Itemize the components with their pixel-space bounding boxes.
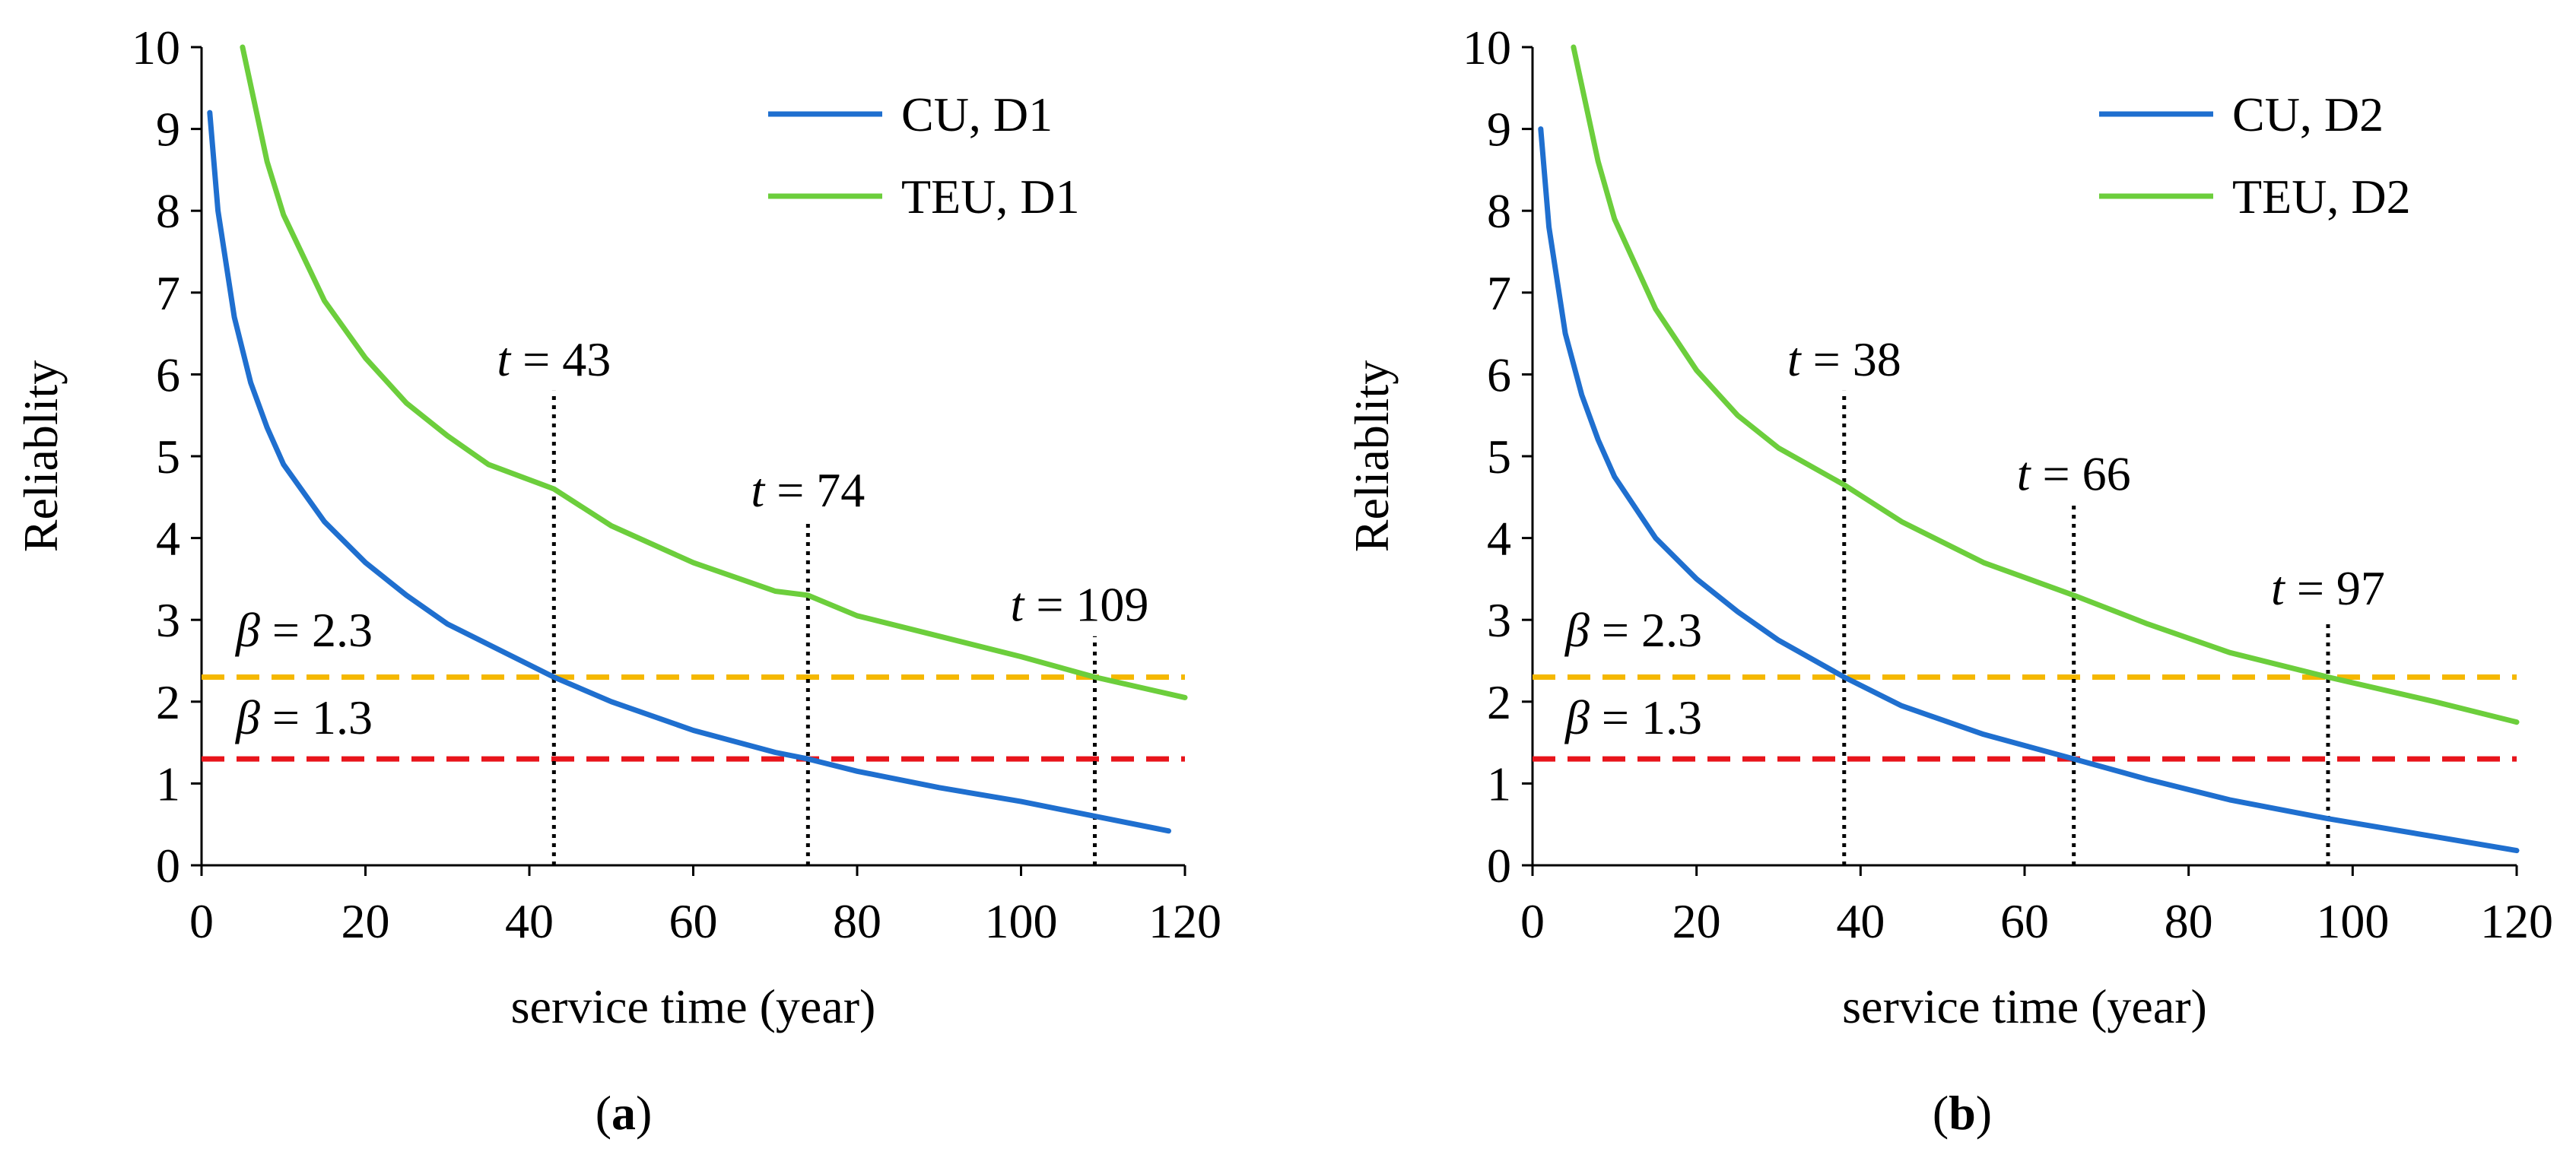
beta-symbol: β: [234, 603, 260, 657]
x-tick-label: 60: [2000, 894, 2049, 948]
y-tick-label: 6: [156, 347, 180, 401]
caption-letter: a: [611, 1086, 636, 1140]
legend: CU, D2 TEU, D2: [2099, 87, 2411, 224]
marker-value: = 74: [764, 463, 865, 517]
x-axis-title: service time (year): [1842, 979, 2207, 1033]
beta-symbol: β: [1564, 690, 1590, 744]
y-tick-label: 8: [156, 184, 180, 238]
y-tick-label: 9: [1487, 103, 1511, 157]
x-tick-label: 20: [1672, 894, 1721, 948]
y-tick-label: 6: [1487, 347, 1511, 401]
caption-close-paren: ): [1976, 1086, 1992, 1140]
marker-value: = 97: [2285, 561, 2385, 615]
y-tick-label: 5: [1487, 430, 1511, 484]
reference-line-label: β = 2.3: [234, 603, 373, 657]
y-tick-label: 8: [1487, 184, 1511, 238]
y-axis-title: Reliablity: [1345, 360, 1399, 552]
y-tick-label: 0: [156, 839, 180, 893]
y-tick-label: 4: [156, 512, 180, 566]
x-tick-label: 40: [505, 894, 554, 948]
x-tick-label: 100: [2316, 894, 2389, 948]
y-tick-label: 4: [1487, 512, 1511, 566]
reference-value: = 2.3: [1590, 603, 1702, 657]
marker-value: = 38: [1801, 332, 1901, 386]
legend-label: TEU, D1: [901, 170, 1080, 224]
t-symbol: t: [1011, 578, 1026, 632]
x-tick-label: 20: [341, 894, 390, 948]
marker-value: = 66: [2031, 447, 2131, 501]
t-symbol: t: [497, 332, 512, 386]
y-tick-label: 9: [156, 103, 180, 157]
t-symbol: t: [2017, 447, 2032, 501]
panel-caption: (a): [596, 1086, 653, 1140]
caption-open-paren: (: [1933, 1086, 1949, 1140]
marker-label: t = 97: [2271, 561, 2385, 615]
marker-label: t = 66: [2017, 447, 2131, 501]
t-symbol: t: [751, 463, 766, 517]
caption-close-paren: ): [636, 1086, 652, 1140]
x-tick-label: 0: [189, 894, 214, 948]
chart-panel-b: 0 20 40 60 80 100 120 0 1 2 3 4 5 6 7 8 9 10 service time …: [1345, 21, 2553, 1140]
y-tick-label: 2: [1487, 675, 1511, 729]
legend-label: CU, D2: [2232, 87, 2384, 141]
t-symbol: t: [2271, 561, 2286, 615]
x-tick-label: 60: [669, 894, 718, 948]
y-tick-label: 10: [132, 21, 180, 75]
y-tick-label: 1: [156, 757, 180, 811]
panel-caption: (b): [1933, 1086, 1992, 1140]
reference-value: = 1.3: [260, 690, 373, 744]
series-line-teu: [240, 44, 1188, 700]
marker-label: t = 43: [497, 332, 611, 386]
x-tick-label: 120: [1148, 894, 1221, 948]
y-tick-label: 5: [156, 430, 180, 484]
y-tick-label: 3: [1487, 593, 1511, 647]
x-tick-label: 40: [1836, 894, 1885, 948]
chart-panel-a: 0 20 40 60 80 100 120 0 1 2 3 4 5 6 7 8 9 10 service time …: [14, 21, 1221, 1140]
series-line-cu: [207, 109, 1171, 834]
marker-label: t = 74: [751, 463, 865, 517]
beta-symbol: β: [234, 690, 260, 744]
reference-line-label: β = 1.3: [1564, 690, 1702, 744]
beta-symbol: β: [1564, 603, 1590, 657]
legend-label: TEU, D2: [2232, 170, 2411, 224]
reference-value: = 1.3: [1590, 690, 1702, 744]
y-axis-title: Reliablity: [14, 360, 68, 552]
reference-value: = 2.3: [260, 603, 373, 657]
legend-label: CU, D1: [901, 87, 1053, 141]
y-tick-label: 2: [156, 675, 180, 729]
t-symbol: t: [1787, 332, 1803, 386]
marker-label: t = 38: [1787, 332, 1901, 386]
marker-value: = 43: [510, 332, 611, 386]
caption-open-paren: (: [596, 1086, 611, 1140]
x-tick-label: 120: [2480, 894, 2553, 948]
series-line-cu: [1538, 126, 2520, 854]
y-tick-label: 7: [156, 266, 180, 320]
series-line-teu: [1571, 44, 2520, 725]
marker-label: t = 109: [1011, 578, 1149, 632]
legend: CU, D1 TEU, D1: [768, 87, 1080, 224]
y-tick-label: 10: [1463, 21, 1511, 75]
reference-line-label: β = 2.3: [1564, 603, 1702, 657]
x-tick-label: 0: [1520, 894, 1545, 948]
x-tick-label: 80: [2165, 894, 2213, 948]
x-tick-label: 80: [833, 894, 881, 948]
x-axis-title: service time (year): [511, 979, 876, 1033]
y-tick-label: 3: [156, 593, 180, 647]
x-tick-label: 100: [985, 894, 1058, 948]
marker-value: = 109: [1024, 578, 1148, 632]
reference-line-label: β = 1.3: [234, 690, 373, 744]
y-tick-label: 7: [1487, 266, 1511, 320]
y-tick-label: 1: [1487, 757, 1511, 811]
caption-letter: b: [1949, 1086, 1976, 1140]
y-tick-label: 0: [1487, 839, 1511, 893]
